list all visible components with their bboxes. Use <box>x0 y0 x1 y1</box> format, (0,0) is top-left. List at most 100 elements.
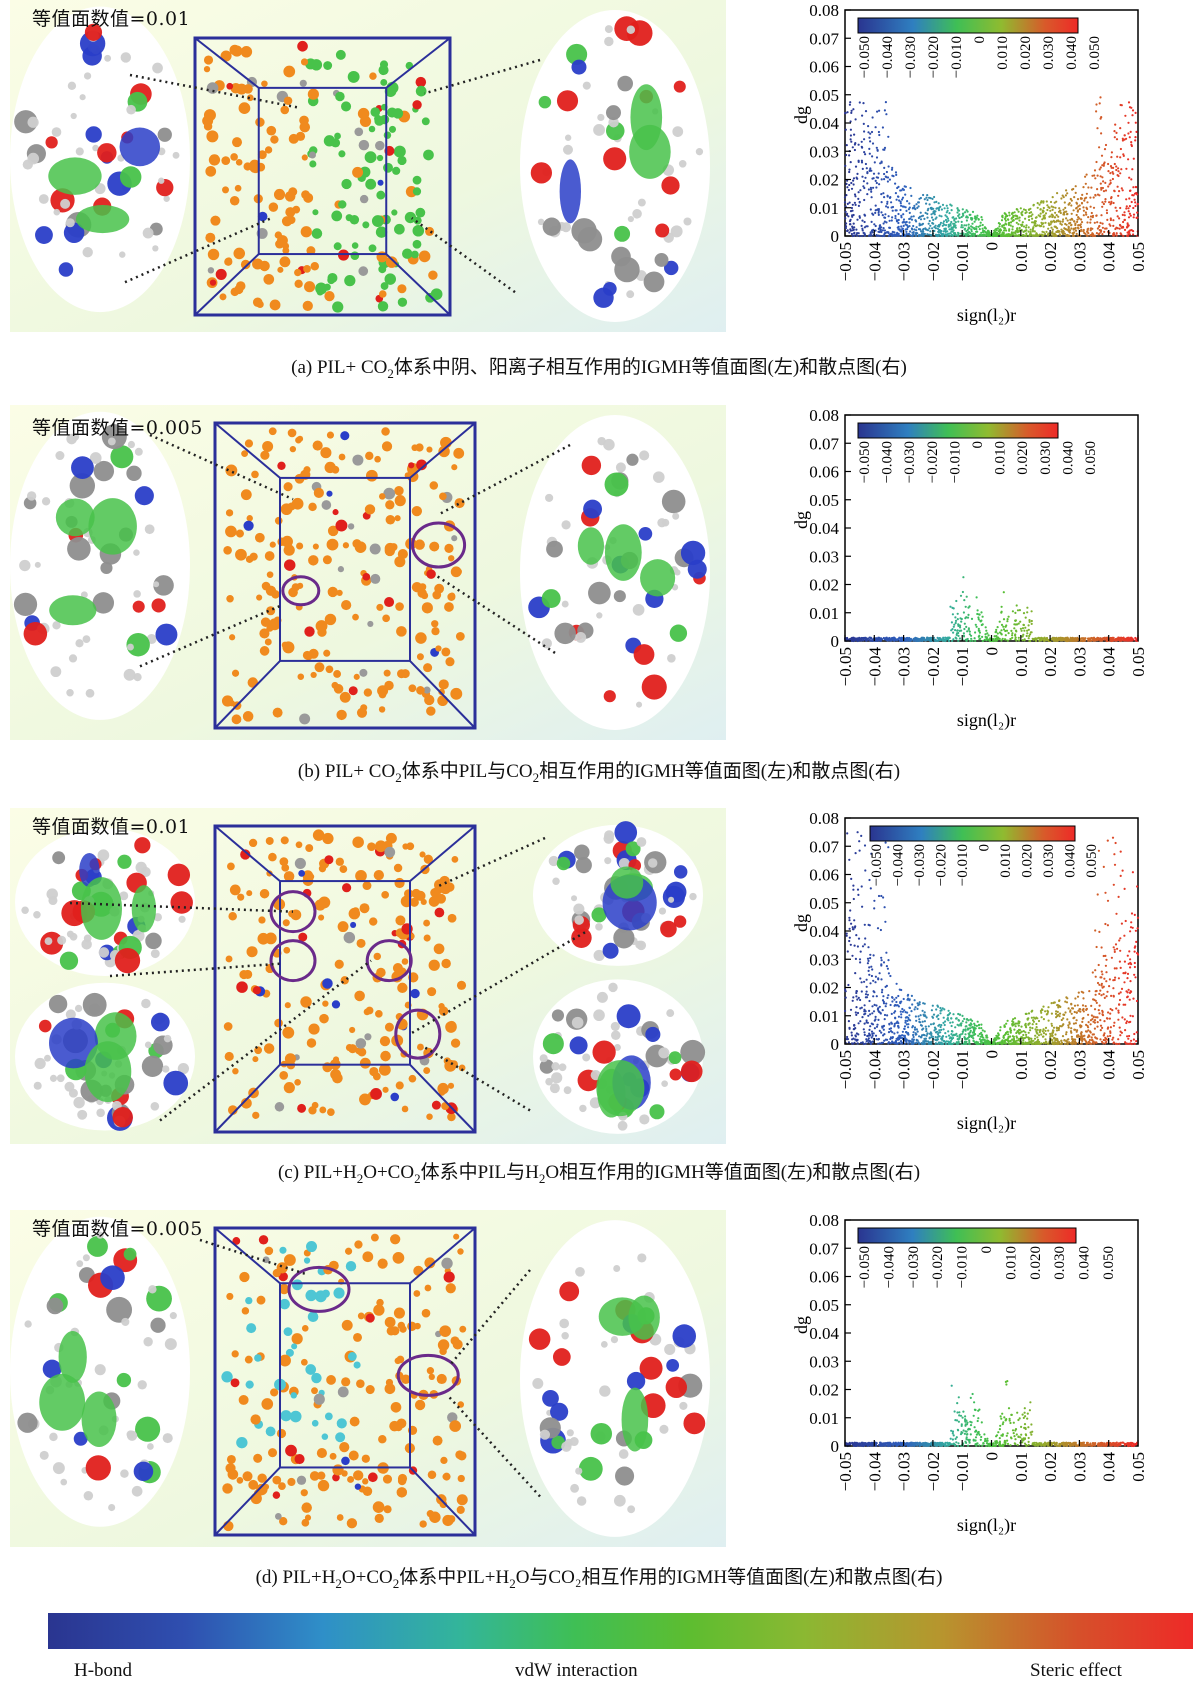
scatter-point <box>1133 965 1136 969</box>
scatter-point <box>1102 1042 1105 1045</box>
scatter-point <box>863 923 866 926</box>
scatter-point <box>897 232 900 235</box>
scatter-point <box>939 1025 942 1029</box>
leader-line <box>149 433 294 501</box>
scatter-point <box>1074 1041 1077 1044</box>
scatter-point <box>960 226 963 229</box>
scatter-point <box>954 1026 957 1029</box>
scatter-point <box>886 967 889 970</box>
scatter-point <box>1015 1039 1018 1042</box>
leader-line <box>435 836 546 889</box>
scatter-point <box>891 1040 894 1043</box>
scatter-point <box>1017 223 1020 226</box>
scatter-point <box>868 169 871 172</box>
scatter-point <box>1050 220 1054 223</box>
scatter-point <box>1101 186 1104 190</box>
scatter-point <box>1068 202 1071 205</box>
scatter-point <box>967 1036 971 1039</box>
scatter-point <box>1032 203 1035 206</box>
scatter-point <box>880 637 883 640</box>
scatter-point <box>942 1016 945 1019</box>
scatter-point <box>912 1031 915 1034</box>
scatter-point <box>968 605 971 608</box>
scatter-point <box>865 1019 868 1022</box>
scatter-point <box>976 1020 979 1023</box>
scatter-point <box>881 1009 884 1012</box>
scatter-point <box>1017 1042 1020 1046</box>
scatter-point <box>951 606 954 609</box>
scatter-point <box>853 944 856 947</box>
scatter-point <box>1074 1022 1077 1025</box>
scatter-point <box>952 1013 955 1016</box>
scatter-point <box>1079 197 1082 200</box>
scatter-point <box>852 928 855 931</box>
scatter-point <box>874 126 877 129</box>
scatter-point <box>925 1040 928 1043</box>
y-axis-label: dg <box>791 106 811 124</box>
scatter-point <box>926 229 930 232</box>
scatter-point <box>855 934 858 937</box>
scatter-point <box>962 576 965 579</box>
scatter-point <box>928 203 931 206</box>
scatter-point <box>863 1010 866 1013</box>
scatter-point <box>963 627 966 631</box>
scatter-point <box>1123 218 1126 222</box>
scatter-point <box>850 181 853 185</box>
scatter-point <box>871 177 874 180</box>
scatter-point <box>901 1041 904 1044</box>
scatter-point <box>1090 1014 1093 1017</box>
scatter-point <box>1014 636 1017 639</box>
scatter-point <box>1024 226 1028 229</box>
scatter-point <box>1082 209 1085 212</box>
scatter-point <box>987 232 991 235</box>
scatter-point <box>1063 227 1066 230</box>
scatter-point <box>949 232 952 235</box>
simulation-box <box>213 421 477 730</box>
scatter-point <box>867 969 870 972</box>
leader-line <box>438 443 571 516</box>
scatter-point <box>1044 1042 1047 1045</box>
scatter-point <box>938 229 941 232</box>
x-tick-label: −0.05 <box>836 647 855 686</box>
scatter-point <box>965 1025 968 1028</box>
leader-line <box>409 931 586 1036</box>
scatter-point <box>857 1022 860 1025</box>
caption-part: 体系中阴、阳离子相互作用的IGMH等值面图(左)和散点图(右) <box>393 357 907 378</box>
scatter-point <box>1072 1038 1075 1041</box>
scatter-point <box>882 1028 885 1031</box>
scatter-point <box>886 180 889 183</box>
scatter-point <box>895 219 898 222</box>
scatter-point <box>942 1028 945 1031</box>
scatter-point <box>968 1023 971 1027</box>
scatter-point <box>966 1421 969 1424</box>
scatter-point <box>922 193 925 197</box>
scatter-point <box>914 639 918 642</box>
scatter-point <box>1122 154 1125 157</box>
scatter-point <box>949 1437 952 1440</box>
scatter-point <box>1057 220 1060 223</box>
scatter-point <box>932 1022 935 1026</box>
scatter-point <box>865 1038 868 1041</box>
scatter-point <box>880 226 883 229</box>
scatter-point <box>910 194 913 197</box>
scatter-point <box>921 638 924 641</box>
scatter-point <box>847 1041 850 1044</box>
scatter-point <box>972 1030 975 1033</box>
caption-part: 体系中PIL与CO <box>401 761 533 782</box>
scatter-point <box>856 945 859 948</box>
scatter-point <box>941 1007 944 1010</box>
scatter-point <box>921 1020 924 1023</box>
scatter-point <box>1113 853 1116 856</box>
scatter-point <box>1117 194 1120 197</box>
scatter-point <box>904 193 907 196</box>
scatter-point <box>1072 187 1075 191</box>
scatter-point <box>1034 216 1037 219</box>
scatter-point <box>1127 207 1130 210</box>
scatter-point <box>863 1033 866 1036</box>
scatter-point <box>1116 947 1119 950</box>
scatter-point <box>1097 1442 1100 1445</box>
scatter-point <box>1096 174 1099 177</box>
scatter-point <box>981 623 984 626</box>
scatter-point <box>1027 624 1030 627</box>
scatter-point <box>1132 997 1135 1000</box>
